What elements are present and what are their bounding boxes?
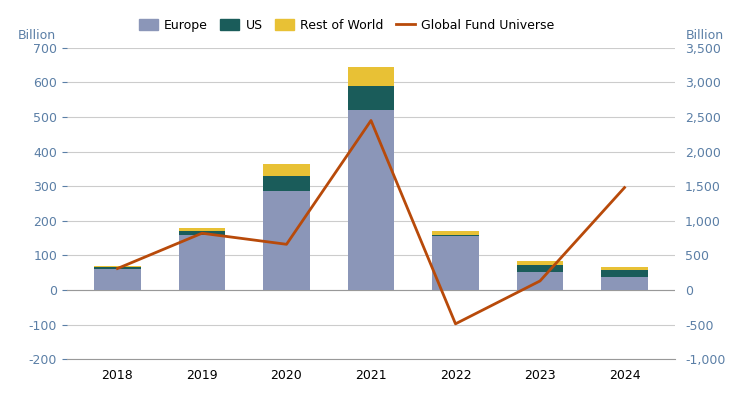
Bar	[516, 265, 563, 290]
Bar	[433, 231, 479, 235]
Bar	[94, 267, 141, 269]
Bar	[601, 270, 648, 290]
Bar	[348, 67, 394, 86]
Bar	[433, 235, 479, 236]
Text: Billion: Billion	[686, 29, 724, 41]
Bar	[516, 265, 563, 272]
Bar	[263, 192, 309, 290]
Bar	[601, 267, 648, 270]
Bar	[516, 261, 563, 265]
Bar	[433, 236, 479, 290]
Bar	[179, 235, 226, 290]
Bar	[348, 110, 394, 290]
Bar	[94, 269, 141, 290]
Bar	[179, 231, 226, 235]
Bar	[601, 270, 648, 277]
Bar	[179, 228, 226, 231]
Bar	[263, 164, 309, 176]
Bar	[263, 176, 309, 192]
Text: Billion: Billion	[18, 29, 56, 41]
Bar	[348, 86, 394, 110]
Legend: Europe, US, Rest of World, Global Fund Universe: Europe, US, Rest of World, Global Fund U…	[134, 14, 559, 37]
